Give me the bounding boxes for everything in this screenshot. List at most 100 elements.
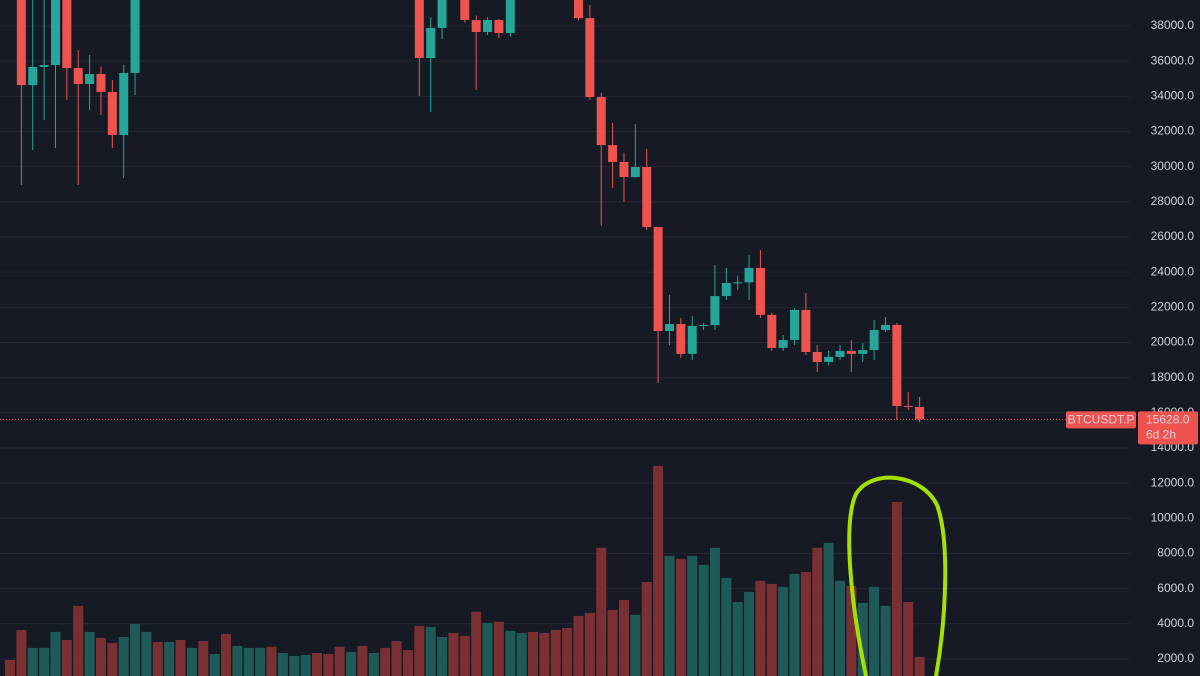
candle-body — [596, 97, 606, 146]
volume-bar — [198, 641, 209, 676]
volume-bar — [334, 646, 345, 676]
volume-bar — [255, 647, 266, 676]
y-tick-label: 6000.0 — [1157, 581, 1194, 595]
candle-body — [50, 0, 60, 66]
volume-bar — [61, 639, 72, 676]
volume-bar — [107, 642, 118, 676]
volume-bar — [16, 629, 27, 676]
candle-body — [619, 161, 629, 178]
volume-bar — [539, 632, 550, 676]
candle-body — [835, 350, 845, 357]
volume-bar — [755, 580, 766, 676]
candle-body — [755, 267, 765, 315]
candle-body — [642, 167, 652, 227]
volume-bar — [857, 602, 868, 676]
candle-body — [28, 66, 38, 86]
volume-bar — [402, 649, 413, 676]
countdown-label: 6d 2h — [1146, 428, 1176, 442]
candle-body — [471, 20, 481, 32]
volume-bar — [130, 623, 141, 676]
volume-bar — [653, 465, 664, 676]
y-tick-label: 4000.0 — [1157, 616, 1194, 630]
candle-body — [119, 72, 129, 136]
candle-body — [676, 324, 686, 354]
y-tick-label: 8000.0 — [1157, 546, 1194, 560]
y-tick-label: 12000.0 — [1151, 475, 1195, 489]
candle-body — [812, 351, 822, 362]
volume-bar — [95, 637, 106, 676]
candle-body — [505, 0, 515, 34]
candle-body — [585, 18, 595, 98]
price-label-bg — [1138, 411, 1198, 445]
volume-bar — [607, 609, 618, 676]
volume-bar — [891, 501, 902, 676]
volume-bar — [186, 647, 197, 676]
volume-bar — [573, 615, 584, 676]
grid — [0, 25, 1130, 660]
volume-bar — [84, 631, 95, 676]
candle-body — [664, 324, 674, 332]
volume-bar — [766, 583, 777, 676]
volume-bar — [50, 631, 61, 676]
candle-body — [414, 0, 424, 59]
candle-body — [710, 296, 720, 326]
price-labels: BTCUSDT.P 15628.06d 2h — [1066, 411, 1198, 445]
volume-bar — [812, 547, 823, 676]
y-tick-label: 34000.0 — [1151, 89, 1195, 103]
volume-bar — [903, 601, 914, 676]
volume-bar — [709, 547, 720, 676]
last-price-label: 15628.0 — [1146, 413, 1190, 427]
volume-bar — [425, 626, 436, 676]
volume-bar — [493, 621, 504, 676]
candles — [0, 0, 1100, 423]
symbol-label-bg — [1066, 411, 1136, 429]
volume-bar — [505, 630, 516, 676]
y-tick-label: 38000.0 — [1151, 18, 1195, 32]
candle-body — [96, 74, 106, 92]
y-tick-label: 20000.0 — [1151, 335, 1195, 349]
volume-bar — [391, 641, 402, 676]
volume-bar — [778, 586, 789, 676]
volume-bar — [800, 571, 811, 676]
volume-bar — [846, 585, 857, 676]
volume-bar — [471, 611, 482, 676]
candle-body — [790, 309, 800, 341]
volume-bar — [596, 547, 607, 676]
y-tick-label: 24000.0 — [1151, 264, 1195, 278]
volume-bar — [277, 652, 288, 676]
candle-body — [687, 325, 697, 354]
candle-body — [630, 167, 640, 178]
candle-body — [733, 282, 743, 284]
y-tick-label: 22000.0 — [1151, 299, 1195, 313]
candle-body — [892, 324, 902, 406]
volume-bar — [39, 647, 50, 676]
volume-bar — [232, 645, 243, 676]
volume-bar — [266, 646, 277, 676]
volume-bar — [346, 651, 357, 676]
price-axis: 2000.04000.06000.08000.010000.012000.014… — [1151, 18, 1195, 665]
candle-body — [574, 0, 583, 19]
candle-body — [767, 314, 777, 348]
volume-bar — [243, 647, 254, 676]
volume-bar — [5, 660, 15, 676]
volume-bar — [516, 632, 527, 676]
candle-body — [721, 283, 731, 297]
volume-bar — [311, 652, 322, 676]
volume-bar — [118, 636, 129, 676]
volume-bar — [141, 631, 152, 676]
volume-bar — [414, 625, 425, 676]
volume-bar — [175, 639, 186, 676]
candle-body — [653, 226, 663, 332]
candle-body — [16, 0, 26, 86]
candle-body — [85, 74, 95, 85]
y-tick-label: 2000.0 — [1157, 651, 1194, 665]
volume-bar — [823, 542, 834, 676]
candle-body — [915, 407, 925, 420]
volume-bar — [289, 655, 300, 676]
volume-bar — [630, 614, 641, 676]
volume-bar — [721, 577, 732, 676]
candle-body — [426, 27, 436, 59]
volume-pane — [5, 465, 925, 676]
